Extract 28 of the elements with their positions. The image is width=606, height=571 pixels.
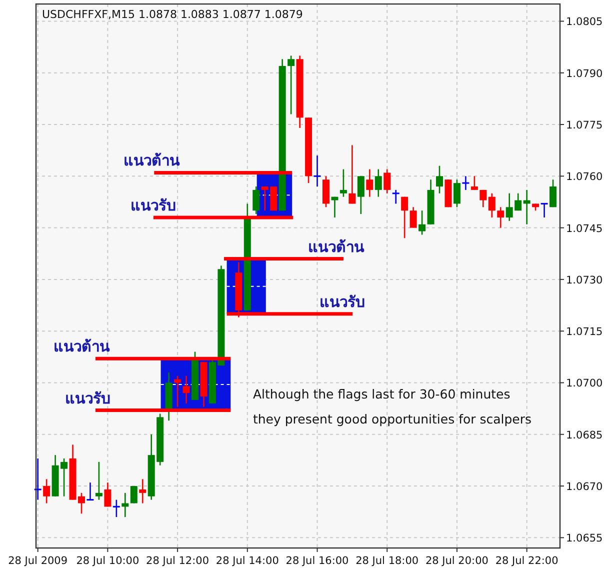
y-tick-label: 1.0805 [566,16,603,28]
annotation: Although the flags last for 30-60 minutes [252,386,510,402]
x-tick-label: 28 Jul 10:00 [76,555,140,567]
y-tick-label: 1.0730 [566,274,603,286]
annotation: they present good opportunities for scalpers [252,411,532,426]
y-tick-label: 1.0790 [566,68,603,80]
ref-line-label: แนวรับ [130,196,176,214]
y-tick-label: 1.0745 [566,222,603,235]
chart-title: USDCHFFXF,M15 1.0878 1.0883 1.0877 1.0879 [42,8,303,21]
x-tick-label: 28 Jul 20:00 [425,555,488,567]
y-tick-label: 1.0715 [566,326,603,338]
x-tick-label: 28 Jul 16:00 [286,555,349,567]
x-tick-label: 28 Jul 2009 [8,555,68,567]
y-tick-label: 1.0775 [566,120,603,132]
y-tick-label: 1.0700 [566,378,603,390]
ref-line-label: แนวรับ [319,292,366,311]
y-tick-label: 1.0670 [566,481,603,494]
ref-line-label: แนวรับ [65,389,112,408]
ref-line-label: แนวต้าน [53,338,110,356]
y-tick-label: 1.0685 [566,429,603,442]
ref-line-label: แนวต้าน [308,238,365,256]
x-tick-label: 28 Jul 22:00 [495,555,558,567]
y-tick-label: 1.0760 [566,171,603,184]
ref-line-label: แนวต้าน [123,152,180,170]
x-tick-label: 28 Jul 14:00 [216,555,279,567]
y-tick-label: 1.0655 [566,532,603,545]
x-tick-label: 28 Jul 18:00 [356,555,419,567]
x-tick-label: 28 Jul 12:00 [146,555,210,567]
